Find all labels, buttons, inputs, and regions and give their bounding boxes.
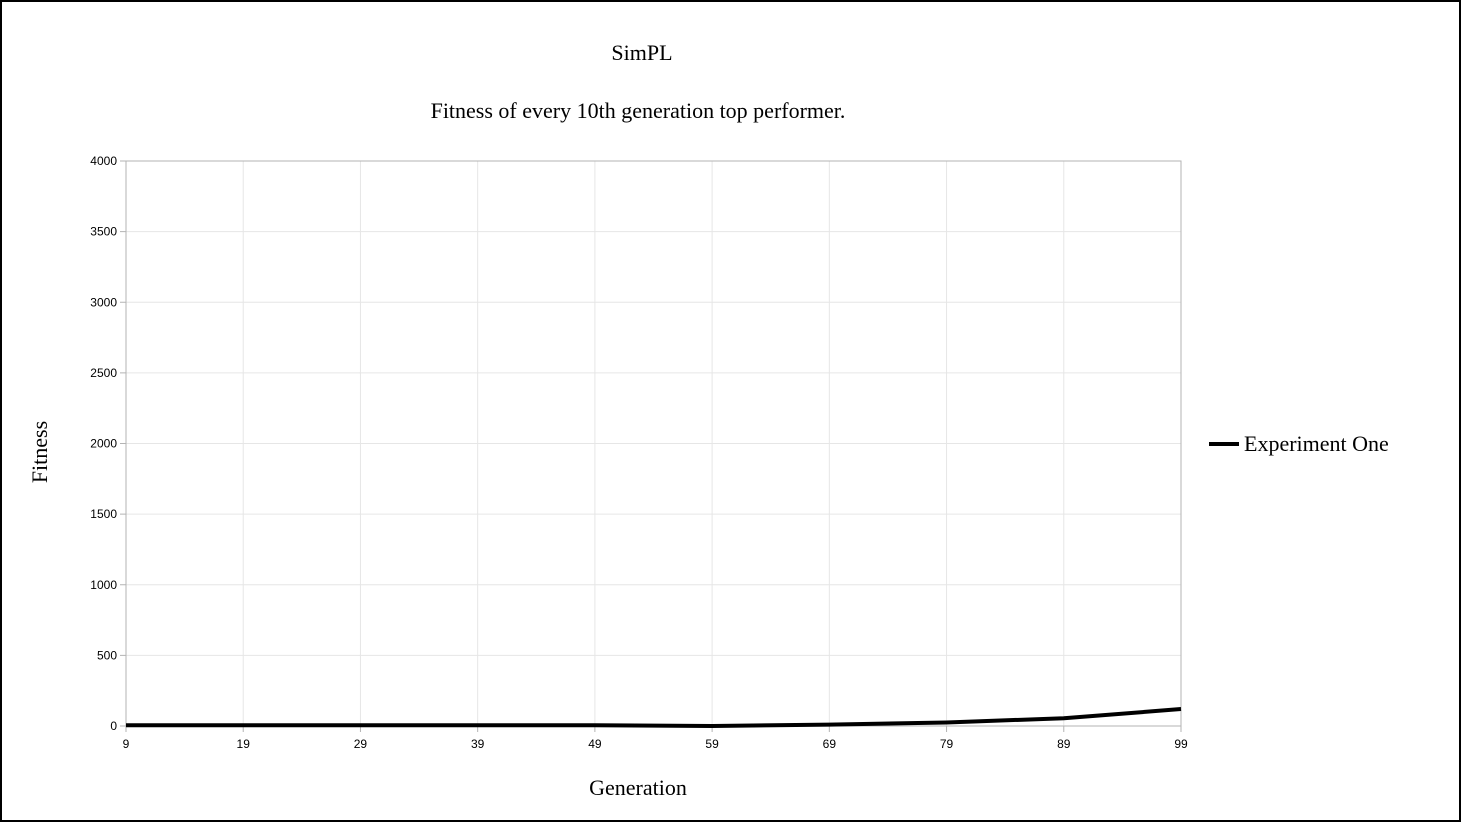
- x-tick-label: 69: [823, 737, 837, 751]
- y-tick-label: 2000: [90, 437, 117, 451]
- legend-label-experiment-one: Experiment One: [1244, 431, 1389, 456]
- y-tick-label: 0: [110, 719, 117, 733]
- series-line-experiment-one: [126, 707, 1182, 728]
- y-tick-label: 1500: [90, 507, 117, 521]
- x-axis-title: Generation: [589, 775, 687, 800]
- legend: Experiment One: [1209, 430, 1389, 458]
- x-tick-label: 39: [471, 737, 485, 751]
- x-tick-label: 99: [1174, 737, 1188, 751]
- y-tick-label: 500: [97, 648, 117, 662]
- y-tick-label: 4000: [90, 154, 117, 168]
- legend-swatch-experiment-one: [1209, 442, 1239, 446]
- chart-title: SimPL: [611, 40, 673, 65]
- x-tick-label: 89: [1057, 737, 1071, 751]
- x-tick-label: 79: [940, 737, 954, 751]
- chart-subtitle: Fitness of every 10th generation top per…: [430, 98, 846, 123]
- x-tick-label: 29: [354, 737, 368, 751]
- x-tick-label: 19: [237, 737, 251, 751]
- y-tick-label: 3000: [90, 295, 117, 309]
- y-tick-label: 1000: [90, 578, 117, 592]
- y-tick-label: 3500: [90, 225, 117, 239]
- x-tick-label: 59: [705, 737, 719, 751]
- x-tick-label: 49: [588, 737, 602, 751]
- x-tick-label: 9: [123, 737, 130, 751]
- y-tick-label: 2500: [90, 366, 117, 380]
